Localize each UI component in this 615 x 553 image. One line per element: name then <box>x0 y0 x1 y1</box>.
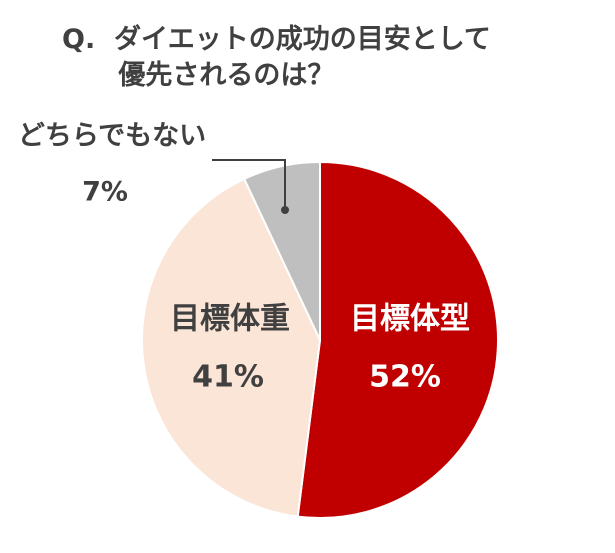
leader-line <box>212 159 286 210</box>
value-label: 41% <box>192 360 264 395</box>
value-label: 7% <box>82 177 128 208</box>
pie-slice <box>242 160 321 341</box>
slice-label: どちらでもない <box>18 121 206 152</box>
pie-slice <box>141 177 322 518</box>
leader-dot <box>281 206 289 214</box>
slice-label: 目標体重 <box>170 302 290 337</box>
pie-slice <box>296 160 499 519</box>
chart-title: Q. ダイエットの成功の目安として 優先されるのは？ <box>62 24 491 91</box>
value-label: 52% <box>369 360 441 395</box>
slice-label: 目標体型 <box>350 302 470 337</box>
